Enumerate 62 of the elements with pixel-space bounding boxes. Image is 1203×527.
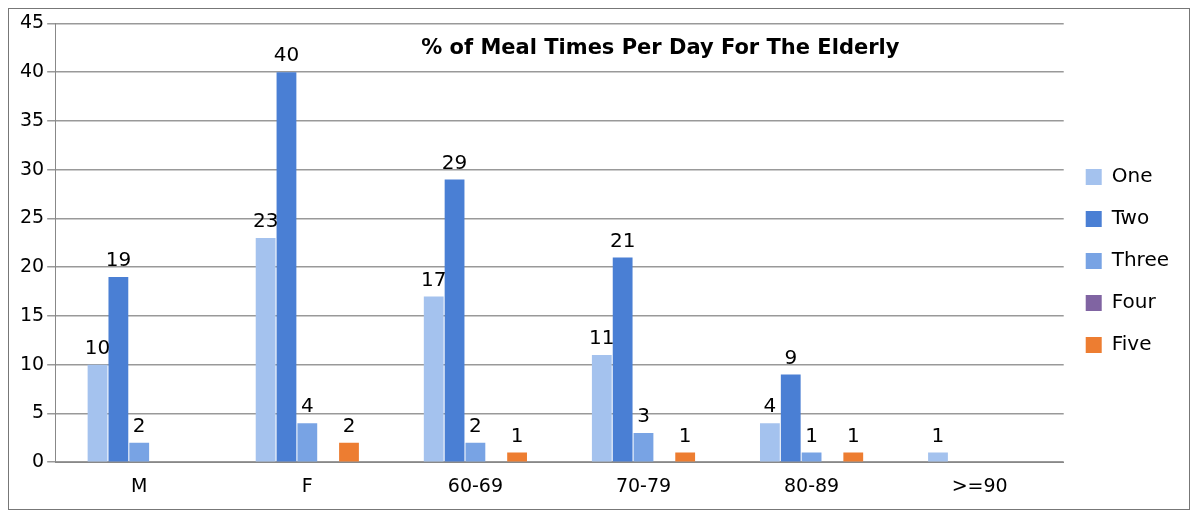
bar	[633, 432, 654, 462]
x-tick-label: F	[301, 473, 313, 496]
bar	[780, 374, 801, 462]
data-label: 21	[609, 227, 636, 252]
data-label: 4	[300, 393, 314, 418]
legend-label: Two	[1110, 205, 1150, 230]
y-tick-label: 0	[32, 449, 45, 472]
bar	[507, 452, 527, 462]
bar	[339, 442, 359, 462]
bar	[108, 276, 129, 462]
y-tick-label: 40	[19, 59, 45, 82]
data-label: 23	[252, 208, 279, 233]
data-label: 4	[763, 393, 777, 418]
y-tick-label: 25	[19, 205, 45, 228]
data-label: 40	[273, 42, 300, 67]
x-tick-label: 80-89	[783, 473, 840, 496]
bar	[465, 442, 486, 462]
data-label: 29	[441, 149, 468, 174]
bar	[129, 442, 150, 462]
bar	[444, 179, 465, 462]
data-label: 2	[342, 412, 356, 437]
bar	[843, 452, 864, 462]
x-tick-label: M	[131, 473, 148, 496]
data-label: 1	[678, 422, 692, 447]
y-tick-label: 15	[19, 302, 45, 325]
legend-label: One	[1111, 163, 1153, 188]
data-label: 17	[420, 266, 447, 291]
data-label: 2	[132, 412, 146, 437]
text: % of Meal Times Per Day For The Elderly	[421, 34, 900, 59]
y-tick-label: 45	[19, 10, 45, 33]
data-label: 2	[469, 412, 482, 437]
legend-label: Five	[1111, 331, 1152, 356]
data-label: 11	[589, 325, 615, 350]
bar	[297, 423, 318, 462]
bar	[928, 452, 948, 462]
bar	[759, 423, 780, 462]
data-label: 1	[931, 422, 945, 447]
bar	[675, 452, 696, 462]
x-tick-label: >=90	[951, 473, 1008, 496]
data-label: 9	[784, 344, 798, 369]
bar	[276, 72, 297, 462]
legend-label: Three	[1110, 247, 1170, 272]
y-tick-label: 10	[19, 351, 45, 374]
data-label: 1	[805, 422, 818, 447]
y-tick-label: 35	[19, 107, 45, 130]
y-tick-label: 5	[32, 400, 45, 423]
y-tick-label: 20	[19, 254, 45, 277]
bar	[591, 354, 612, 462]
data-label: 1	[510, 422, 524, 447]
data-label: 10	[84, 334, 111, 359]
bar	[423, 296, 444, 462]
data-label: 19	[105, 247, 132, 272]
x-tick-label: 60-69	[447, 473, 504, 496]
bar	[612, 257, 633, 462]
data-label: 1	[846, 422, 860, 447]
data-label: 3	[637, 403, 650, 428]
bar	[801, 452, 822, 462]
bar	[87, 364, 108, 462]
y-tick-label: 30	[19, 156, 45, 179]
bar	[255, 237, 276, 462]
x-tick-label: 70-79	[615, 473, 672, 496]
legend-label: Four	[1111, 289, 1157, 314]
